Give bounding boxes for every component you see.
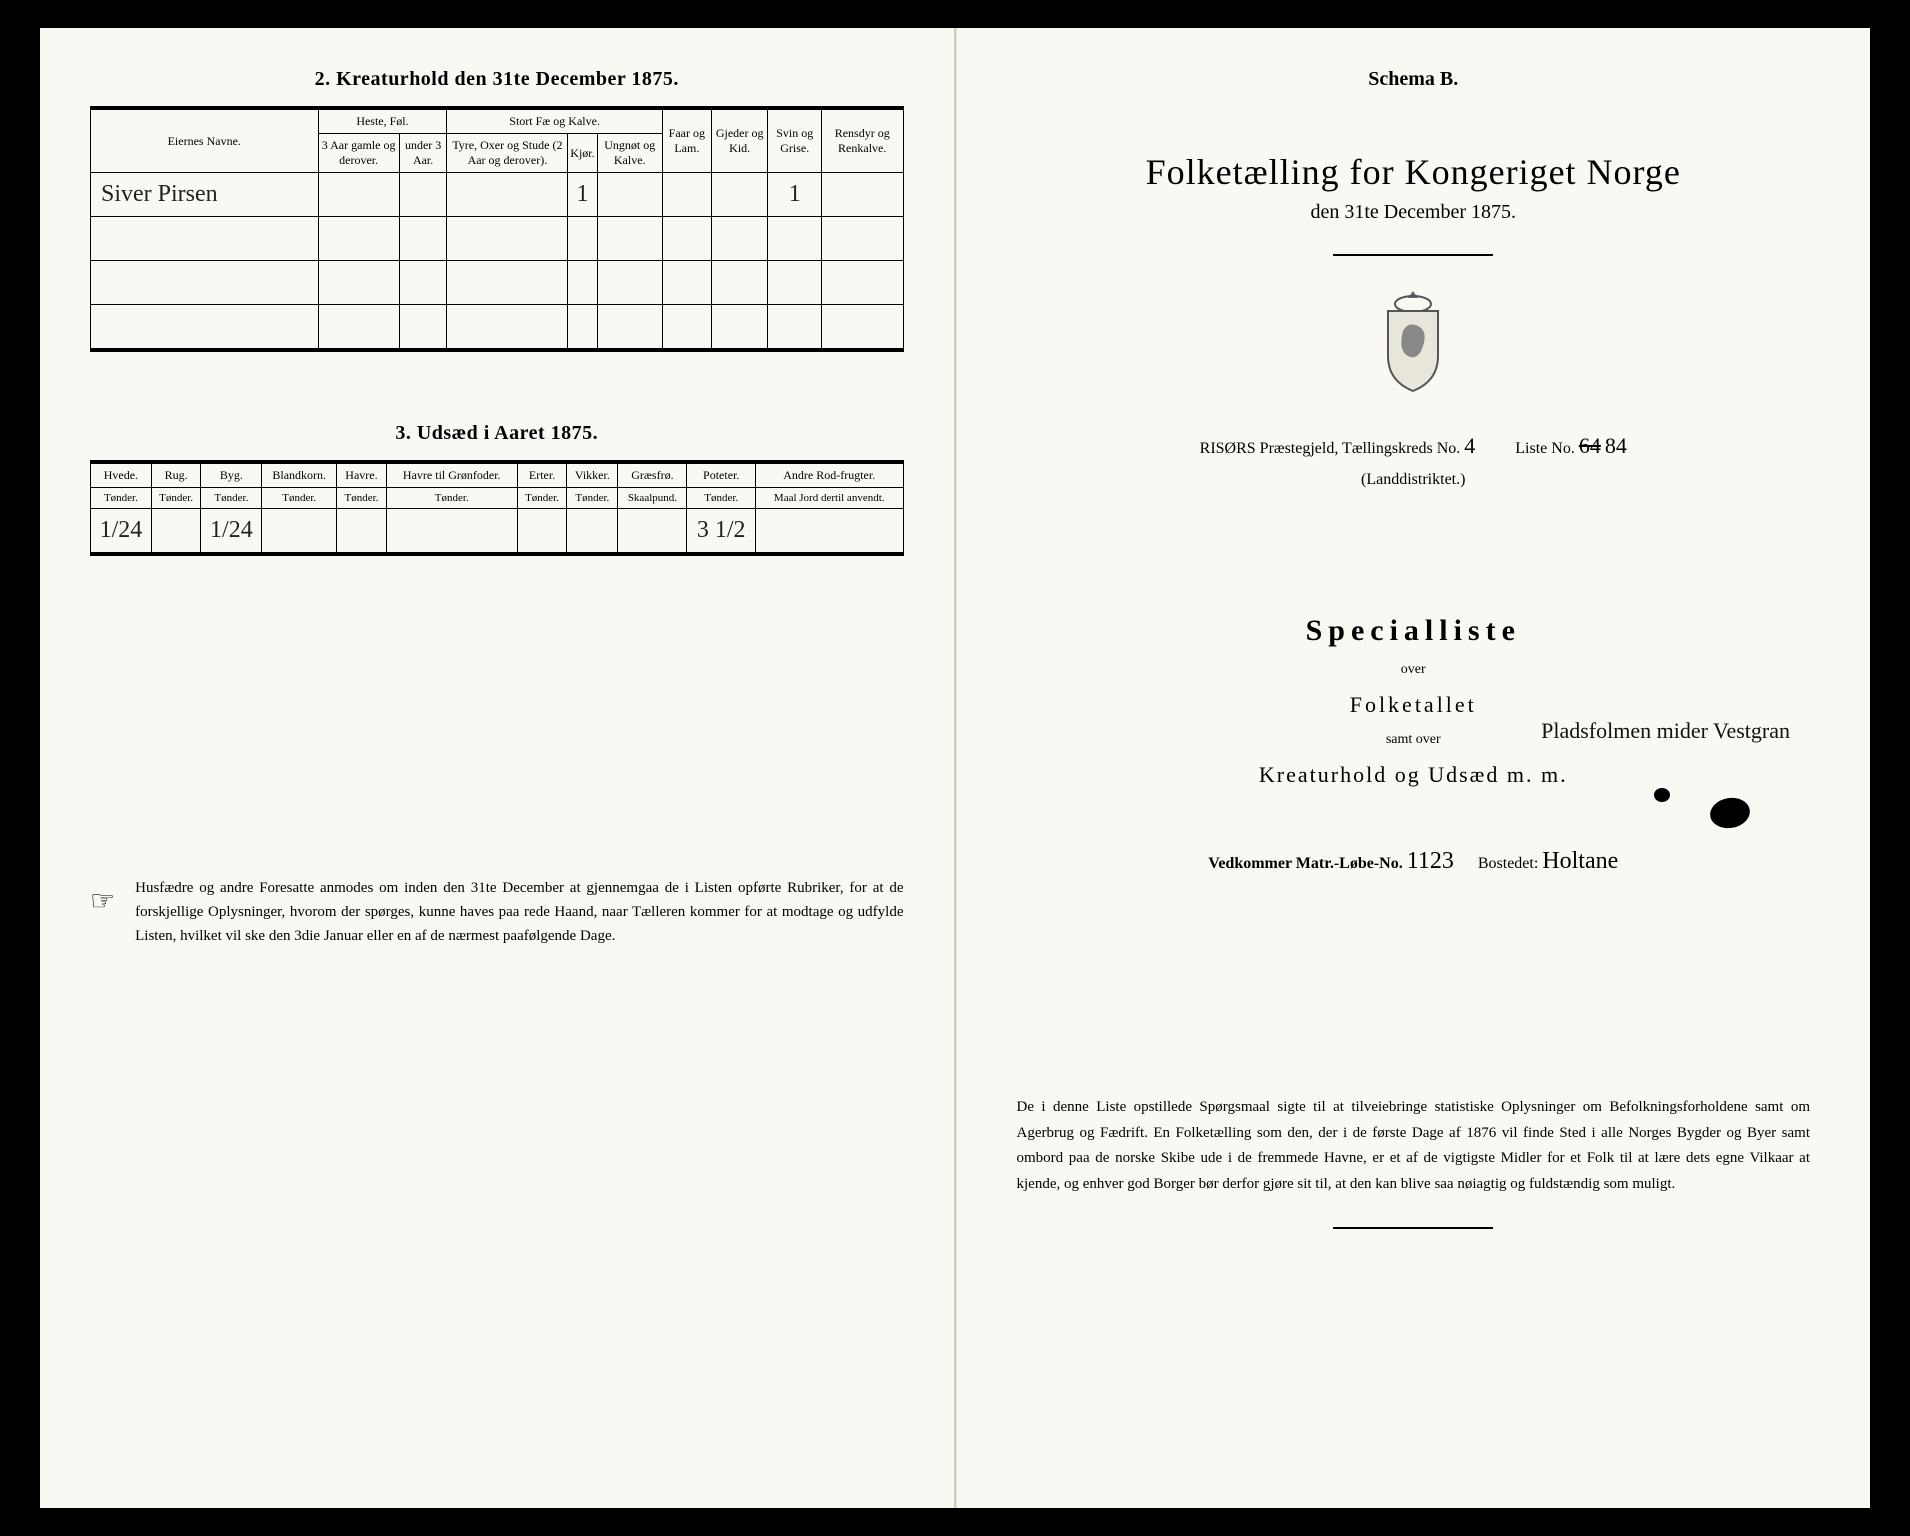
district-sub: (Landdistriktet.) bbox=[1361, 471, 1465, 488]
t3-c1: Rug. bbox=[151, 464, 201, 488]
col-storfe: Stort Fæ og Kalve. bbox=[447, 110, 662, 134]
over-label: over bbox=[1007, 662, 1821, 678]
col-owner: Eiernes Navne. bbox=[91, 110, 319, 173]
handwritten-note: Pladsfolmen mider Vestgran bbox=[1541, 718, 1790, 744]
col-heste-0: 3 Aar gamle og derover. bbox=[318, 134, 399, 173]
folketallet-label: Folketallet bbox=[1007, 692, 1821, 718]
col-heste-1: under 3 Aar. bbox=[399, 134, 447, 173]
left-page: 2. Kreaturhold den 31te December 1875. E… bbox=[40, 28, 956, 1508]
cell-kjor: 1 bbox=[568, 173, 597, 217]
book-spread: 2. Kreaturhold den 31te December 1875. E… bbox=[40, 28, 1870, 1508]
footnote-block: ☞ Husfædre og andre Foresatte anmodes om… bbox=[90, 876, 904, 948]
cell-owner: Siver Pirsen bbox=[91, 173, 319, 217]
vedk-line: Vedkommer Matr.-Løbe-No. 1123 Bostedet: … bbox=[1007, 848, 1821, 875]
coat-of-arms-icon bbox=[1368, 286, 1458, 396]
table2: Eiernes Navne. Heste, Føl. Stort Fæ og K… bbox=[90, 109, 904, 349]
t3-u3: Tønder. bbox=[262, 488, 337, 509]
t3-v3 bbox=[262, 509, 337, 553]
district-line: RISØRS Præstegjeld, Tællingskreds No. 4 … bbox=[1007, 426, 1821, 494]
t3-v10 bbox=[755, 509, 903, 553]
table3-title: 3. Udsæd i Aaret 1875. bbox=[90, 422, 904, 445]
t3-u7: Tønder. bbox=[567, 488, 618, 509]
t3-u8: Skaalpund. bbox=[618, 488, 687, 509]
liste-label: Liste No. bbox=[1515, 440, 1575, 457]
t3-c9: Poteter. bbox=[687, 464, 755, 488]
t3-c4: Havre. bbox=[337, 464, 387, 488]
footnote-text: Husfædre og andre Foresatte anmodes om i… bbox=[135, 876, 903, 948]
schema-label: Schema B. bbox=[1007, 68, 1821, 91]
sub-title: den 31te December 1875. bbox=[1007, 201, 1821, 224]
bostedet-label: Bostedet: bbox=[1478, 855, 1538, 872]
col-faar: Faar og Lam. bbox=[662, 110, 711, 173]
t3-c3: Blandkorn. bbox=[262, 464, 337, 488]
t3-v1 bbox=[151, 509, 201, 553]
col-gjeder: Gjeder og Kid. bbox=[711, 110, 768, 173]
t3-c0: Hvede. bbox=[91, 464, 152, 488]
t3-u1: Tønder. bbox=[151, 488, 201, 509]
right-page: Schema B. Folketælling for Kongeriget No… bbox=[956, 28, 1871, 1508]
t3-v8 bbox=[618, 509, 687, 553]
main-title: Folketælling for Kongeriget Norge bbox=[1007, 151, 1821, 193]
t3-c5: Havre til Grønfoder. bbox=[386, 464, 517, 488]
col-storfe-0: Tyre, Oxer og Stude (2 Aar og derover). bbox=[447, 134, 568, 173]
cell-svin: 1 bbox=[768, 173, 821, 217]
rule bbox=[1333, 254, 1493, 256]
bostedet-val: Holtane bbox=[1542, 848, 1618, 874]
t3-v0: 1/24 bbox=[91, 509, 152, 553]
table-row bbox=[91, 261, 904, 305]
t3-c10: Andre Rod-frugter. bbox=[755, 464, 903, 488]
ink-blot-icon bbox=[1708, 795, 1753, 831]
t3-c2: Byg. bbox=[201, 464, 262, 488]
table-row: Siver Pirsen 1 1 bbox=[91, 173, 904, 217]
rule bbox=[90, 553, 904, 556]
note-block: De i denne Liste opstillede Spørgsmaal s… bbox=[1007, 1095, 1821, 1197]
ink-blot-icon bbox=[1654, 788, 1670, 802]
col-heste: Heste, Føl. bbox=[318, 110, 447, 134]
table2-title: 2. Kreaturhold den 31te December 1875. bbox=[90, 68, 904, 91]
t3-c6: Erter. bbox=[517, 464, 567, 488]
col-storfe-2: Ungnøt og Kalve. bbox=[597, 134, 662, 173]
special-title: Specialliste bbox=[1007, 614, 1821, 648]
t3-v7 bbox=[567, 509, 618, 553]
t3-u0: Tønder. bbox=[91, 488, 152, 509]
t3-v6 bbox=[517, 509, 567, 553]
t3-v2: 1/24 bbox=[201, 509, 262, 553]
rule bbox=[1333, 1227, 1493, 1229]
district-prefix: RISØRS Præstegjeld, Tællingskreds No. bbox=[1200, 440, 1465, 457]
vedk-no: 1123 bbox=[1407, 848, 1454, 874]
t3-u5: Tønder. bbox=[386, 488, 517, 509]
liste-no: 84 bbox=[1605, 433, 1627, 458]
col-rensdyr: Rensdyr og Renkalve. bbox=[821, 110, 903, 173]
t3-u4: Tønder. bbox=[337, 488, 387, 509]
t3-v4 bbox=[337, 509, 387, 553]
table-row bbox=[91, 305, 904, 349]
liste-strike: 64 bbox=[1579, 433, 1601, 458]
vedk-label: Vedkommer Matr.-Løbe-No. bbox=[1208, 855, 1403, 872]
pointing-hand-icon: ☞ bbox=[90, 880, 115, 925]
col-storfe-1: Kjør. bbox=[568, 134, 597, 173]
t3-u9: Tønder. bbox=[687, 488, 755, 509]
kreatur-label: Kreaturhold og Udsæd m. m. bbox=[1007, 762, 1821, 788]
t3-u6: Tønder. bbox=[517, 488, 567, 509]
col-svin: Svin og Grise. bbox=[768, 110, 821, 173]
table3: Hvede. Rug. Byg. Blandkorn. Havre. Havre… bbox=[90, 463, 904, 553]
t3-c7: Vikker. bbox=[567, 464, 618, 488]
table-row: 1/24 1/24 3 1/2 bbox=[91, 509, 904, 553]
t3-c8: Græsfrø. bbox=[618, 464, 687, 488]
t3-u10: Maal Jord dertil anvendt. bbox=[755, 488, 903, 509]
rule bbox=[90, 349, 904, 352]
t3-v5 bbox=[386, 509, 517, 553]
district-no: 4 bbox=[1464, 433, 1475, 458]
t3-v9: 3 1/2 bbox=[687, 509, 755, 553]
t3-u2: Tønder. bbox=[201, 488, 262, 509]
table-row bbox=[91, 217, 904, 261]
